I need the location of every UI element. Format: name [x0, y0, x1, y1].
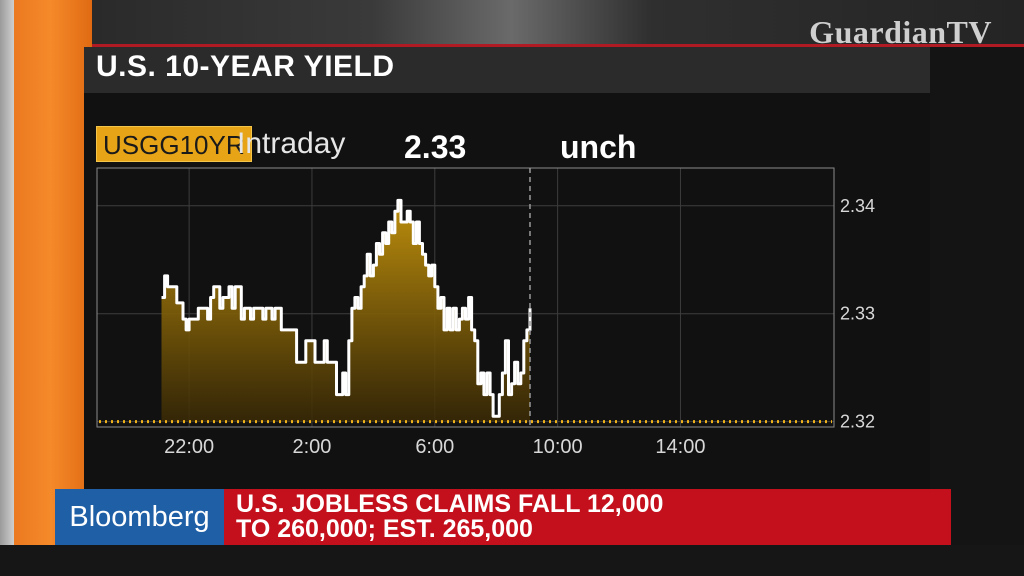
header-rule — [92, 44, 1024, 47]
plot-frame — [96, 167, 835, 428]
yield-line — [161, 198, 532, 418]
orange-background — [0, 0, 92, 576]
headline-line-1: U.S. JOBLESS CLAIMS FALL 12,000 — [236, 490, 664, 518]
title-bar — [84, 47, 930, 93]
channel-logo: GuardianTV — [809, 14, 992, 50]
x-tick-label: 6:00 — [415, 436, 454, 458]
top-background — [92, 0, 1024, 44]
bloomberg-brand: Bloomberg — [55, 489, 224, 545]
x-tick-label: 2:00 — [292, 436, 331, 458]
y-tick-label: 2.32 — [840, 412, 875, 432]
change-value: unch — [560, 129, 637, 165]
last-value: 2.33 — [404, 129, 467, 165]
left-edge-strip — [0, 0, 14, 576]
headline-line-2: TO 260,000; EST. 265,000 — [236, 515, 533, 543]
ticker-badge: USGG10YR — [96, 126, 252, 162]
headline: U.S. JOBLESS CLAIMS FALL 12,000 TO 260,0… — [236, 492, 936, 542]
yield-area — [161, 200, 530, 422]
right-background — [930, 44, 1024, 576]
x-tick-label: 22:00 — [164, 436, 214, 458]
period-label: Intraday — [237, 127, 346, 160]
yield-chart: 22:00 2:00 6:00 10:00 14:00 2.32 2.33 2.34 — [96, 167, 875, 458]
x-tick-label: 10:00 — [533, 436, 583, 458]
x-tick-label: 14:00 — [655, 436, 705, 458]
y-tick-label: 2.34 — [840, 196, 875, 216]
headline-box — [224, 489, 951, 545]
bottom-band — [0, 545, 1024, 576]
y-tick-label: 2.33 — [840, 304, 875, 324]
page-title: U.S. 10-YEAR YIELD — [96, 50, 395, 83]
